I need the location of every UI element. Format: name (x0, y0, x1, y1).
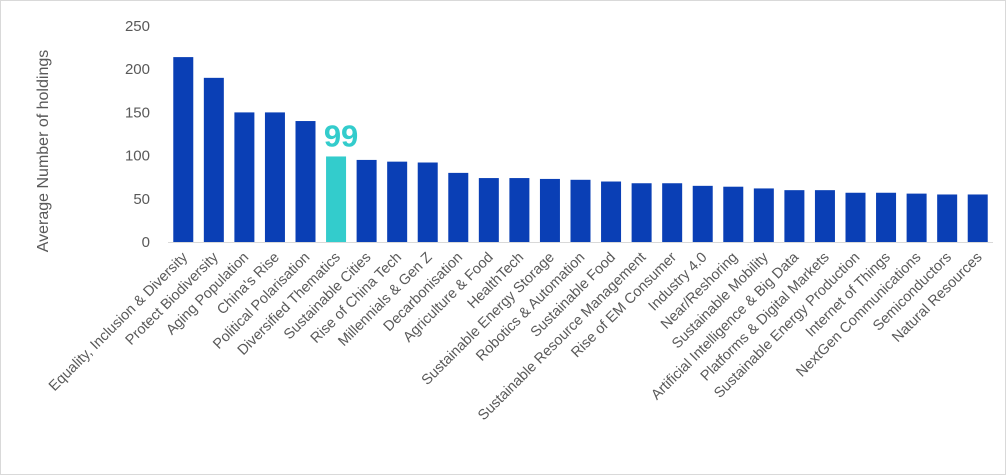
bar (234, 112, 255, 243)
bar (845, 192, 866, 242)
bar (387, 161, 408, 242)
y-tick-label: 100 (125, 148, 150, 165)
bar (509, 178, 530, 242)
bar (937, 194, 958, 242)
bar (295, 121, 316, 242)
bar (478, 178, 499, 242)
y-tick-label: 50 (133, 191, 150, 208)
bar (814, 190, 835, 242)
y-tick-label: 0 (142, 234, 150, 251)
bar (906, 193, 927, 242)
bar (784, 190, 805, 242)
bar (876, 192, 897, 242)
bar (356, 159, 377, 242)
bar (662, 183, 683, 242)
bar (539, 178, 560, 242)
bar (173, 57, 194, 242)
bar (601, 181, 622, 242)
bar (448, 172, 469, 242)
bar (723, 186, 744, 242)
highlight-value-label: 99 (324, 118, 358, 153)
bar (264, 112, 285, 243)
bar (417, 162, 438, 242)
y-axis-label: Average Number of holdings (35, 50, 52, 253)
bar-highlighted (326, 156, 347, 242)
bar (203, 77, 224, 242)
bar (753, 188, 774, 242)
y-axis-ticks: 0 50 100 150 200 250 (125, 18, 150, 251)
bar (570, 179, 591, 242)
bars (173, 57, 988, 243)
y-tick-label: 250 (125, 18, 150, 35)
bar (967, 194, 988, 242)
y-tick-label: 150 (125, 104, 150, 121)
bar (631, 183, 652, 242)
y-tick-label: 200 (125, 61, 150, 78)
bar (692, 185, 713, 242)
